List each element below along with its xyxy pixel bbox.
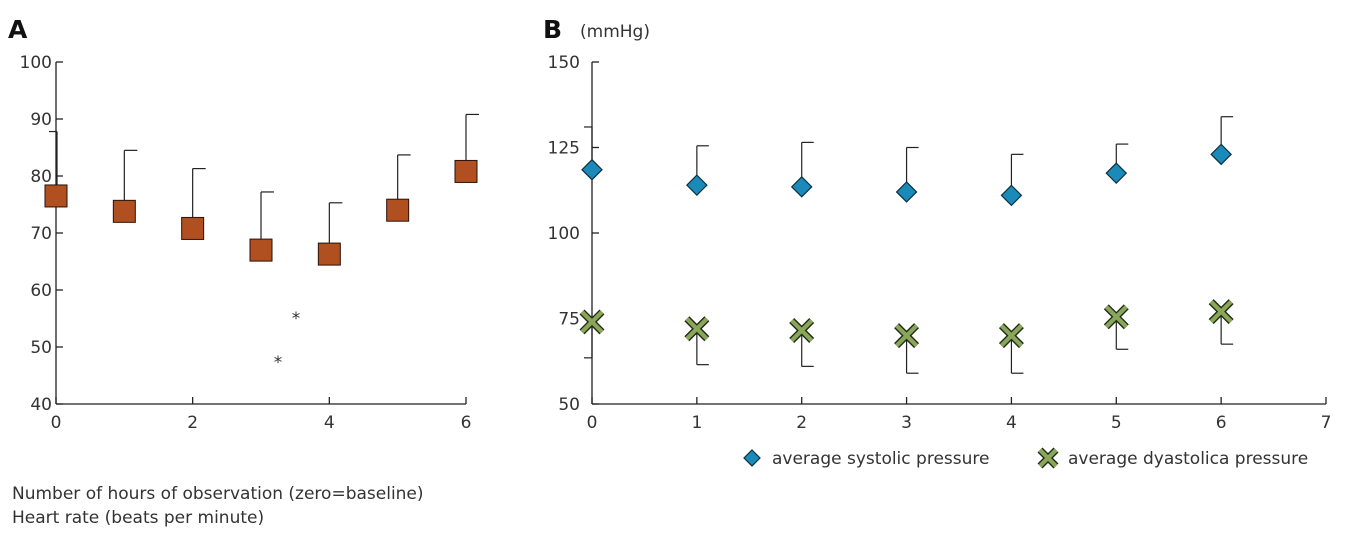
cross-marker-fill (1104, 305, 1128, 329)
cross-marker-fill (999, 324, 1023, 348)
cross-marker-fill (790, 318, 814, 342)
diastolic-data-point (1208, 299, 1234, 325)
panel-b-x-tick-label: 3 (901, 413, 912, 433)
panel-a-significance-marker: * (292, 309, 301, 329)
panel-a-data-point (454, 159, 478, 183)
panel-a-x-tick-label: 2 (187, 413, 198, 433)
legend-diastolic-label: average dyastolica pressure (1068, 449, 1308, 469)
panel-b-x-tick-label: 1 (691, 413, 702, 433)
panel-b-x-tick-label: 2 (796, 413, 807, 433)
diastolic-data-point (684, 316, 710, 342)
legend: average systolic pressure average dyastol… (743, 447, 1308, 469)
panel-a-data-point (181, 216, 205, 240)
legend-diastolic-swatch (1037, 447, 1059, 469)
x-axis-caption: Number of hours of observation (zero=bas… (12, 484, 424, 504)
y-axis-caption: Heart rate (beats per minute) (12, 508, 265, 528)
diastolic-data-point (579, 309, 605, 335)
panel-b-y-tick-label: 100 (548, 224, 580, 244)
cross-marker-fill (1038, 448, 1058, 468)
panel-a: A 40 50 60 70 80 90 100 0 2 4 6 * * (8, 15, 479, 433)
panel-b-unit-label: (mmHg) (580, 22, 650, 42)
panel-a-y-tick-label: 50 (30, 338, 52, 358)
panel-a-label: A (8, 15, 28, 44)
cross-marker-fill (580, 310, 604, 334)
diastolic-data-point (894, 323, 920, 349)
systolic-data-point (1210, 143, 1232, 166)
legend-systolic-label: average systolic pressure (772, 449, 989, 469)
systolic-data-point (686, 174, 708, 196)
legend-systolic-swatch (743, 449, 761, 467)
diastolic-data-point (789, 317, 815, 343)
diastolic-data-point (998, 323, 1024, 349)
systolic-data-point (1105, 162, 1128, 184)
panel-a-significance-marker: * (274, 353, 283, 373)
panel-b-x-tick-label: 5 (1111, 413, 1122, 433)
systolic-data-point (1000, 184, 1023, 207)
panel-a-data-point (317, 242, 341, 266)
panel-a-y-tick-label: 80 (30, 167, 52, 187)
panel-a-data-point (112, 199, 136, 223)
panel-b-x-tick-label: 6 (1216, 413, 1227, 433)
panel-a-data-point (386, 198, 410, 222)
panel-a-data-point (44, 184, 68, 208)
panel-a-y-tick-label: 100 (20, 53, 52, 73)
panel-b-x-tick-label: 4 (1006, 413, 1017, 433)
panel-b-x-tick-label: 0 (587, 413, 598, 433)
panel-a-y-tick-label: 70 (30, 224, 52, 244)
panel-b: B (mmHg) 50 75 100 125 150 0 1 2 3 4 5 6 7 average syst… (543, 15, 1331, 469)
cross-marker-fill (895, 324, 919, 348)
panel-b-y-tick-label: 50 (558, 395, 580, 415)
panel-b-y-tick-label: 150 (548, 53, 580, 73)
panel-a-x-tick-label: 6 (461, 413, 472, 433)
panel-a-data-point (249, 238, 273, 262)
panel-b-y-tick-label: 125 (548, 139, 580, 159)
panel-a-x-tick-label: 4 (324, 413, 335, 433)
panel-b-y-tick-label: 75 (558, 310, 580, 330)
cross-marker-fill (1209, 300, 1233, 324)
cross-marker-fill (685, 317, 709, 341)
systolic-data-point (790, 175, 813, 198)
systolic-data-point (581, 158, 603, 181)
panel-b-x-tick-label: 7 (1321, 413, 1332, 433)
panel-a-x-tick-label: 0 (51, 413, 62, 433)
diastolic-data-point (1103, 304, 1129, 330)
panel-a-y-tick-label: 60 (30, 281, 52, 301)
panel-b-label: B (543, 15, 562, 44)
panel-a-y-tick-label: 90 (30, 110, 52, 130)
panel-a-y-tick-label: 40 (30, 395, 52, 415)
systolic-data-point (895, 181, 918, 203)
